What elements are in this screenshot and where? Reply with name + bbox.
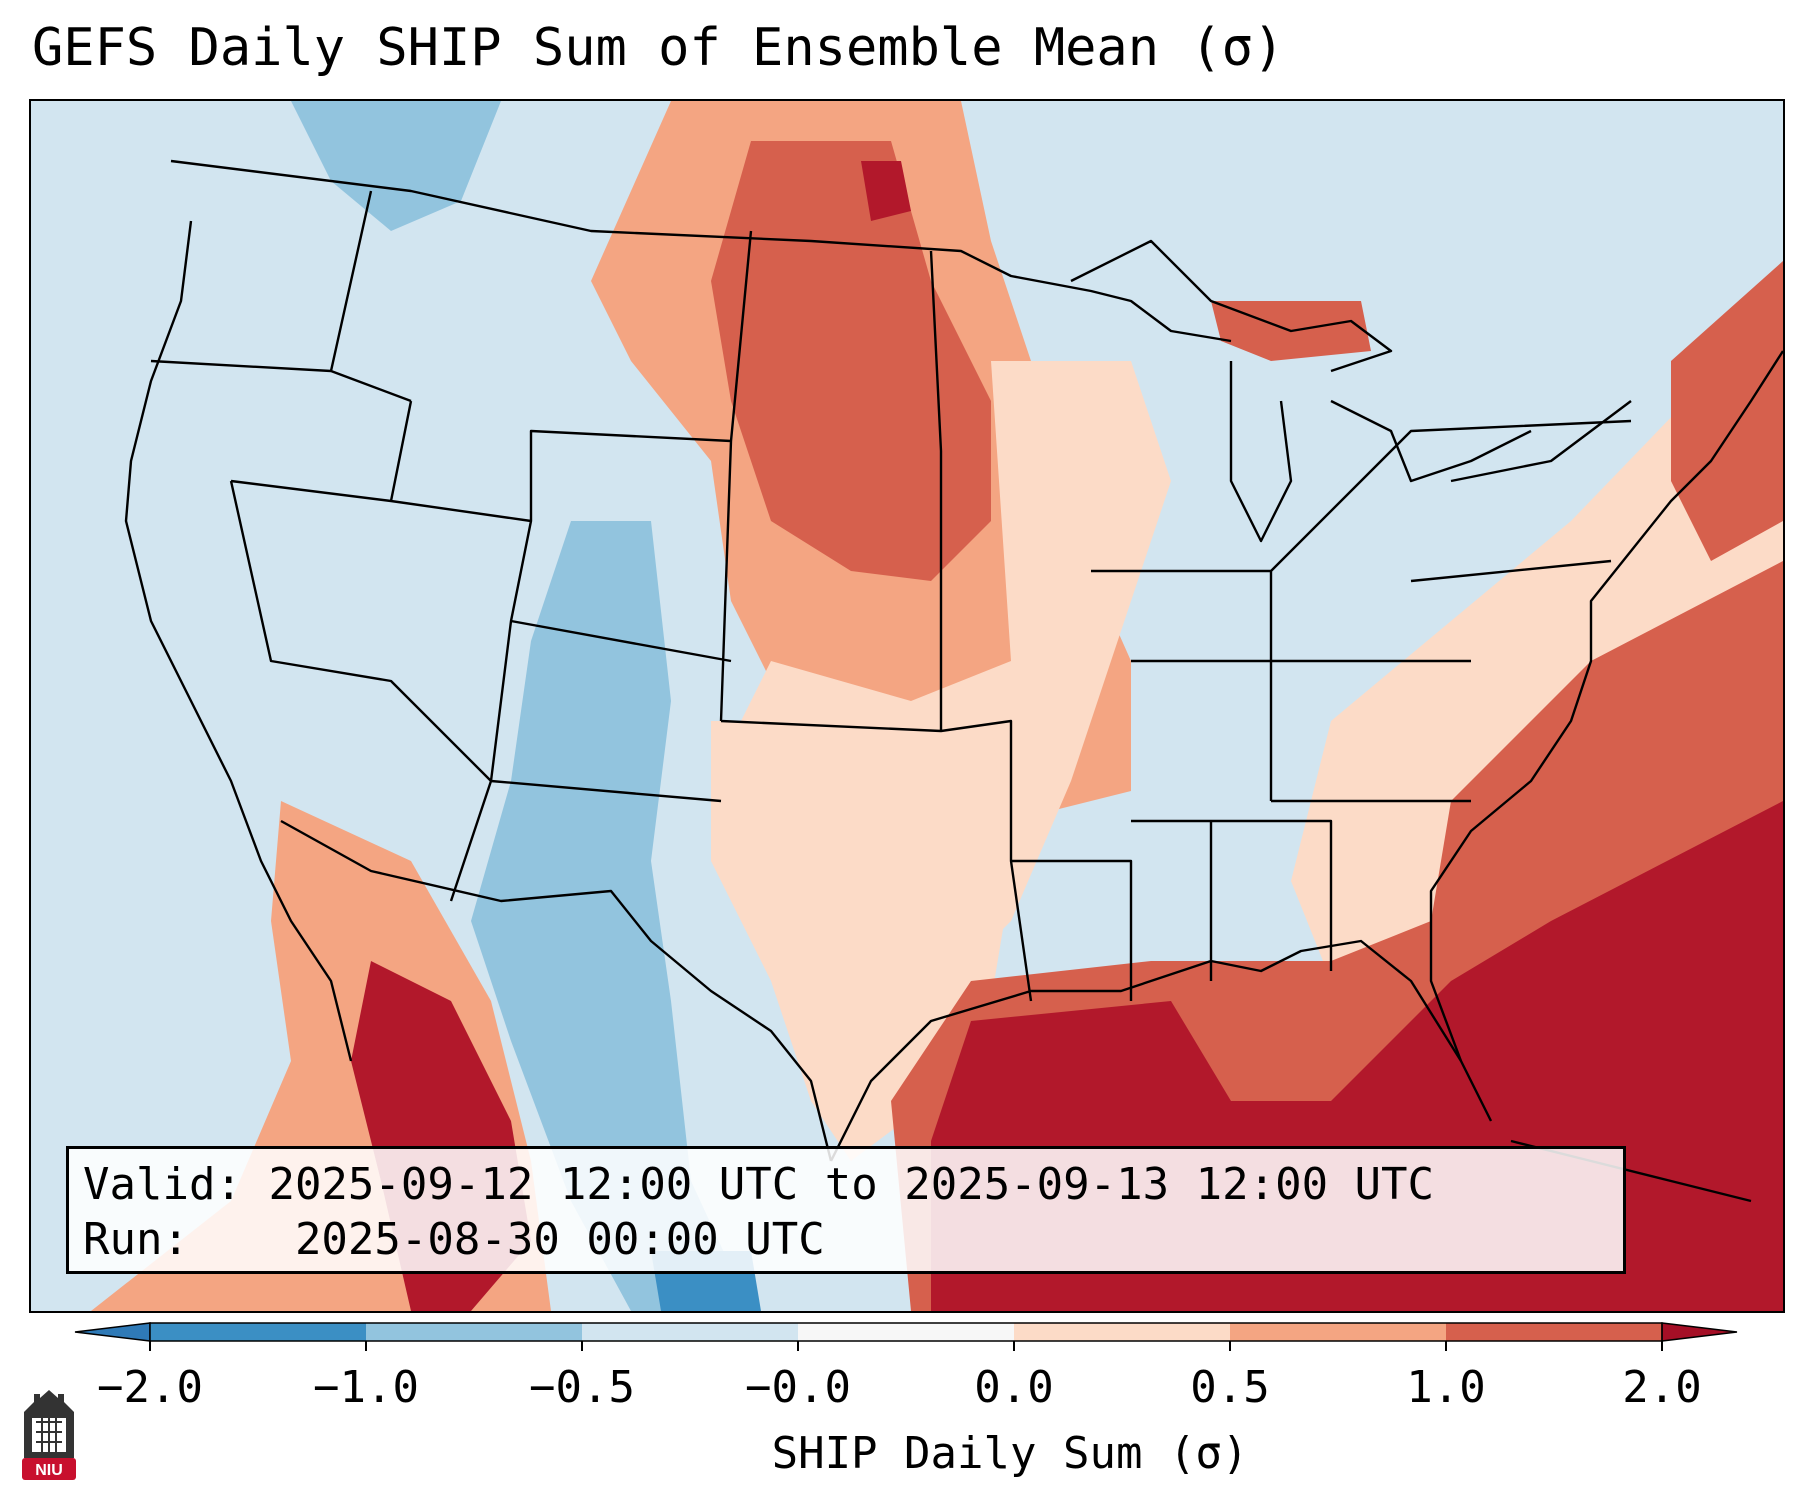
niu-logo-text: NIU [35, 1462, 63, 1479]
us-mexico-border [280, 819, 833, 1162]
colorbar-under-extend [74, 1322, 151, 1342]
colorbar-tick-label-2: −0.5 [529, 1362, 635, 1413]
colorbar-swatch-3 [798, 1323, 1014, 1341]
valid-label: Valid: [83, 1159, 242, 1210]
boundary-layer [124, 159, 1783, 1162]
us-canada-border [170, 159, 1232, 343]
colorbar-swatch-0 [150, 1323, 366, 1341]
niu-logo: NIU [22, 1390, 76, 1480]
valid-run-box: Valid: 2025-09-12 12:00 UTC to 2025-09-1… [66, 1146, 1626, 1274]
valid-value: 2025-09-12 12:00 UTC to 2025-09-13 12:00… [268, 1159, 1435, 1210]
run-label: Run: [83, 1214, 189, 1265]
atlantic-coast [1429, 350, 1783, 1062]
state-lines [150, 190, 1632, 1002]
colorbar-swatches [74, 1322, 1738, 1351]
colorbar-tick-label-7: 2.0 [1622, 1362, 1702, 1413]
colorbar-label: SHIP Daily Sum (σ) [771, 1428, 1249, 1479]
chart-title: GEFS Daily SHIP Sum of Ensemble Mean (σ) [32, 18, 1285, 78]
shade-plains-core [711, 141, 991, 581]
colorbar-tick-label-5: 0.5 [1190, 1362, 1270, 1413]
shade-southeast-light [1291, 301, 1783, 1001]
colorbar-tick-label-0: −2.0 [97, 1362, 203, 1413]
shade-plains-max [861, 161, 911, 221]
shading-layer [91, 101, 1783, 1311]
shade-new-england [1671, 261, 1783, 561]
colorbar-over-extend [1661, 1322, 1738, 1342]
gulf-coast [829, 939, 1493, 1162]
colorbar-tick-label-1: −1.0 [313, 1362, 419, 1413]
colorbar-tick-label-6: 1.0 [1406, 1362, 1486, 1413]
colorbar-swatch-4 [1014, 1323, 1230, 1341]
colorbar-swatch-1 [366, 1323, 582, 1341]
shade-northwest-blue [291, 101, 501, 231]
pacific-coast [124, 220, 353, 1062]
map-canvas [91, 101, 1783, 1311]
colorbar-tick-label-3: −0.0 [745, 1362, 851, 1413]
run-value: 2025-08-30 00:00 UTC [294, 1214, 825, 1265]
colorbar-swatch-6 [1446, 1323, 1662, 1341]
shade-southwest [471, 521, 751, 1311]
colorbar-tick-label-4: 0.0 [974, 1362, 1054, 1413]
colorbar-outline [149, 1322, 1663, 1342]
colorbar-swatch-2 [582, 1323, 798, 1341]
map-panel [29, 99, 1785, 1313]
great-lakes [1070, 239, 1632, 543]
colorbar-swatch-5 [1230, 1323, 1446, 1341]
